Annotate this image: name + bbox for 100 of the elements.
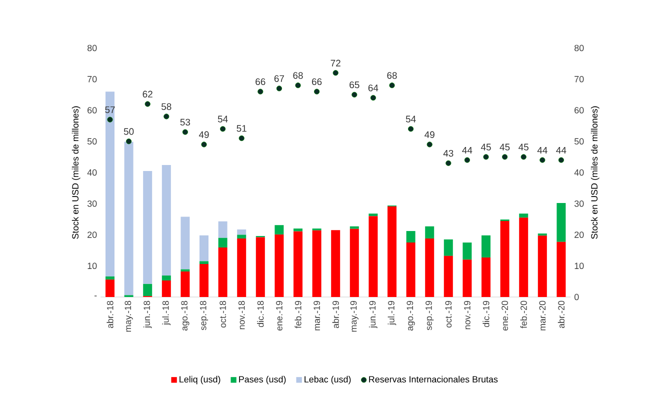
data-label: 57 xyxy=(105,106,115,114)
bar xyxy=(237,234,246,238)
data-label: 72 xyxy=(330,60,340,66)
x-tick-label: sep.-19 xyxy=(426,300,434,330)
data-label: 58 xyxy=(162,103,172,110)
y-tick-label: 40 xyxy=(87,169,97,176)
x-tick-label: abr.-19 xyxy=(332,300,339,328)
point xyxy=(352,92,358,98)
bar xyxy=(237,238,246,297)
bar xyxy=(218,238,228,248)
x-tick-label: oct.-19 xyxy=(445,300,452,328)
bar xyxy=(500,221,510,297)
bar xyxy=(312,230,322,297)
bar xyxy=(482,235,491,258)
x-tick-label: ago.-18 xyxy=(181,300,190,331)
x-tick-label: ene.-19 xyxy=(276,300,282,331)
point xyxy=(446,160,452,166)
bar xyxy=(331,230,340,297)
point xyxy=(408,126,414,132)
legend-label: Reservas Internacionales Brutas xyxy=(369,376,498,383)
x-tick-label: dic.-19 xyxy=(482,300,490,328)
y2-tick-label: 10 xyxy=(574,262,584,270)
bar xyxy=(368,216,378,297)
y2-tick-label: 50 xyxy=(574,138,584,145)
data-label: 67 xyxy=(274,75,284,82)
legend-label: Pases (usd) xyxy=(239,376,286,384)
data-label: 51 xyxy=(236,125,246,132)
x-tick-label: may.-18 xyxy=(124,300,133,332)
bar xyxy=(106,276,114,280)
bar xyxy=(294,228,303,232)
y-tick-label: 80 xyxy=(88,44,97,52)
bar xyxy=(444,239,453,256)
data-label: 49 xyxy=(424,131,434,138)
point xyxy=(182,129,188,135)
point xyxy=(389,82,395,88)
data-label: 45 xyxy=(480,144,491,150)
x-tick-label: jul.-19 xyxy=(388,300,396,326)
point xyxy=(258,88,264,94)
point xyxy=(276,86,282,92)
bar xyxy=(425,226,434,238)
bar xyxy=(406,231,416,243)
bar xyxy=(462,260,472,297)
bar xyxy=(294,231,303,297)
point xyxy=(483,154,489,160)
point xyxy=(295,82,301,88)
data-label: 66 xyxy=(312,78,322,86)
y2-tick-label: 0 xyxy=(574,294,579,300)
y-axis-title: Stock en USD (miles de millones) xyxy=(72,106,80,239)
x-tick-label: mar.-19 xyxy=(314,300,320,330)
legend-label: Leliq (usd) xyxy=(180,376,220,384)
point xyxy=(502,154,508,160)
y2-tick-label: 60 xyxy=(574,107,584,114)
x-tick-label: jun.-18 xyxy=(143,300,152,328)
data-label: 65 xyxy=(350,81,360,88)
point xyxy=(126,138,132,144)
y-tick-label: 60 xyxy=(88,107,97,114)
y2-tick-label: 20 xyxy=(574,232,584,238)
y2-tick-label: 80 xyxy=(574,44,584,52)
x-tick-label: ago.-19 xyxy=(406,300,415,331)
x-tick-label: nov.-18 xyxy=(238,300,245,330)
bar xyxy=(200,235,208,262)
x-tick-label: nov.-19 xyxy=(464,300,470,330)
data-label: 54 xyxy=(406,116,416,122)
data-label: 43 xyxy=(443,150,454,157)
legend-label: Lebac (usd) xyxy=(304,376,351,384)
data-label: 45 xyxy=(518,144,528,150)
data-label: 68 xyxy=(387,72,397,79)
x-tick-label: feb.-19 xyxy=(294,300,302,328)
y2-axis-title: Stock en USD (miles de millones) xyxy=(590,106,600,239)
data-label: 54 xyxy=(218,116,228,122)
bar xyxy=(274,234,284,297)
bar xyxy=(350,226,359,229)
x-tick-label: mar.-20 xyxy=(539,300,546,330)
data-label: 45 xyxy=(500,144,510,150)
bar xyxy=(162,276,171,281)
y-tick-label: 30 xyxy=(87,200,97,207)
point xyxy=(520,154,526,160)
y-tick-label: 20 xyxy=(88,232,97,238)
bar xyxy=(200,261,208,264)
bar xyxy=(519,218,528,297)
point xyxy=(314,88,320,94)
data-label: 44 xyxy=(462,147,472,154)
x-tick-label: may.-19 xyxy=(350,300,358,332)
point xyxy=(464,157,470,163)
x-tick-label: jul.-18 xyxy=(162,300,171,326)
x-tick-label: sep.-18 xyxy=(200,300,208,330)
bar xyxy=(556,203,566,242)
bar xyxy=(388,206,397,297)
point xyxy=(201,142,207,148)
bar xyxy=(180,216,190,270)
x-tick-label: ene.-20 xyxy=(502,300,508,331)
bar xyxy=(180,271,190,297)
bar xyxy=(482,257,491,297)
y-tick-label: 50 xyxy=(87,138,97,145)
data-label: 50 xyxy=(124,128,134,135)
bar xyxy=(124,142,134,296)
data-label: 66 xyxy=(256,78,266,86)
bar xyxy=(237,229,246,235)
bar xyxy=(274,225,284,234)
bar xyxy=(256,237,265,297)
